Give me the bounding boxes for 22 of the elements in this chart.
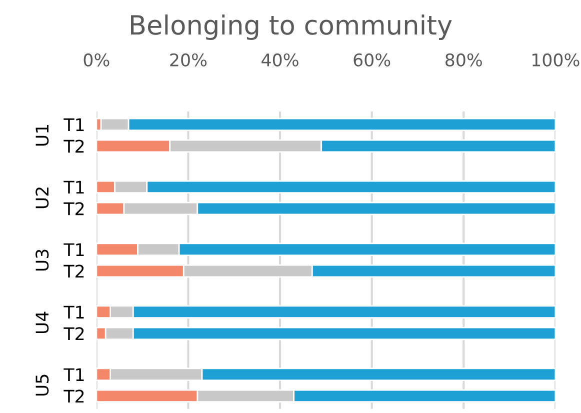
y-tick-label: T2 [64,202,84,216]
y-tick-label: T2 [64,327,84,340]
text: U1 [36,124,49,146]
chart-title: Belonging to community [131,14,452,40]
y-tick-label: T1 [64,306,84,318]
text: U3 [36,250,49,271]
text: U4 [36,312,49,334]
y-tick-label: T2 [64,140,84,153]
x-tick-label: 80% [446,53,482,66]
y-tick-label: T1 [64,243,84,256]
x-tick-label: 40% [262,53,298,66]
x-tick-label: 100% [532,53,580,66]
x-tick-label: 60% [354,53,390,66]
y-tick-label: T1 [64,368,84,381]
x-tick-label: 0% [84,53,110,66]
text: U5 [36,374,49,396]
y-tick-label: T1 [64,180,84,194]
text: U2 [36,188,49,208]
y-tick-label: T1 [64,118,84,132]
x-tick-label: 20% [170,53,207,66]
y-tick-label: T2 [64,390,84,403]
y-tick-label: T2 [64,264,84,278]
